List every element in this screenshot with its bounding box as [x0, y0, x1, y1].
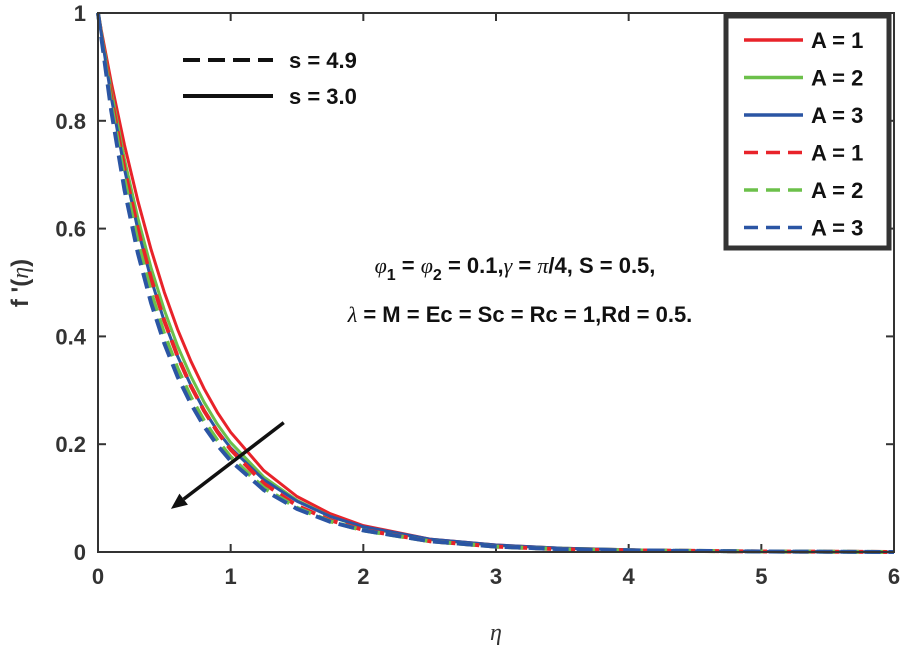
y-tick-label: 0.6: [55, 217, 86, 242]
style-legend: s = 4.9 s = 3.0: [183, 48, 357, 109]
legend-label: A = 1: [811, 141, 863, 166]
y-tick-label: 0: [74, 540, 86, 565]
x-axis-title: η: [490, 620, 502, 646]
series-line-dashed-a3: [96, 12, 895, 554]
x-tick-label: 6: [888, 564, 900, 589]
x-tick-label: 4: [623, 564, 636, 589]
legend-label: A = 3: [811, 216, 863, 241]
series-legend-box: [723, 13, 892, 251]
y-tick-label: 0.2: [55, 432, 86, 457]
x-tick-labels: 0 1 2 3 4 5 6: [92, 564, 900, 589]
legend-label: A = 1: [811, 28, 863, 53]
y-tick-label: 0.8: [55, 109, 86, 134]
parameter-annotation-line-1: φ1 = φ2 = 0.1,γ = π/4, S = 0.5,: [375, 253, 656, 284]
series-legend: A = 1 A = 2 A = 3 A = 1 A = 2 A = 3: [744, 28, 863, 241]
plot-frame: [97, 12, 895, 553]
x-tick-label: 0: [92, 564, 104, 589]
y-tick-label: 1: [74, 1, 86, 26]
style-legend-solid-label: s = 3.0: [289, 84, 357, 109]
x-tick-label: 1: [225, 564, 237, 589]
legend-label: A = 2: [811, 178, 863, 203]
trend-arrowhead: [170, 493, 188, 509]
legend-label: A = 3: [811, 103, 863, 128]
series-line-dashed-a1: [96, 12, 895, 554]
series-lines: [96, 12, 895, 554]
legend-label: A = 2: [811, 66, 863, 91]
x-tick-label: 5: [755, 564, 767, 589]
parameter-annotation-line-2: λ = M = Ec = Sc = Rc = 1,Rd = 0.5.: [347, 302, 693, 327]
x-tick-label: 3: [490, 564, 502, 589]
y-tick-labels: 0 0.2 0.4 0.6 0.8 1: [55, 1, 86, 565]
y-tick-label: 0.4: [55, 324, 86, 349]
style-legend-dashed-label: s = 4.9: [289, 48, 357, 73]
x-tick-label: 2: [357, 564, 369, 589]
trend-arrow: [182, 421, 285, 501]
y-axis-title: f '(η): [7, 259, 34, 307]
